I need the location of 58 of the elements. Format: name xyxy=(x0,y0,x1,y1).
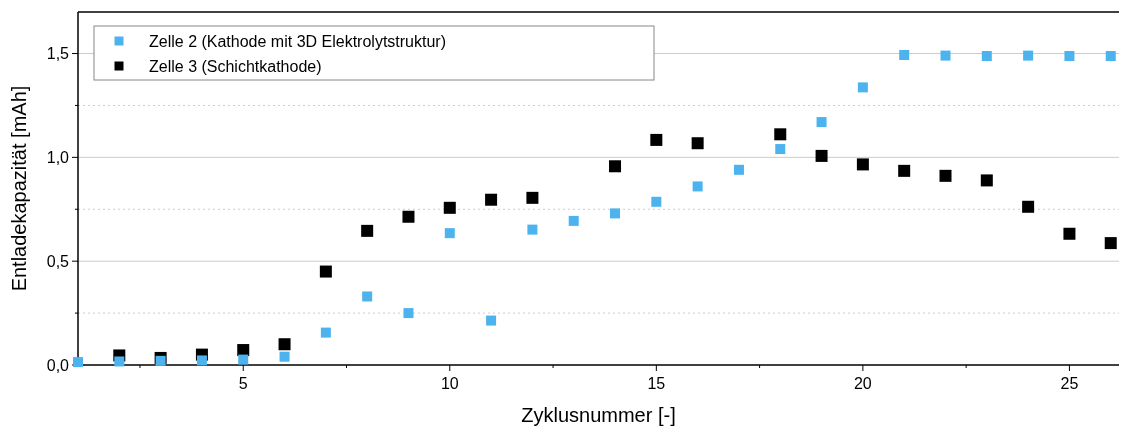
point xyxy=(980,174,993,187)
point xyxy=(733,164,744,175)
point xyxy=(775,144,786,155)
y-tick-label: 0,5 xyxy=(46,252,70,270)
point xyxy=(651,196,662,207)
point xyxy=(114,356,125,367)
point xyxy=(444,228,455,239)
point xyxy=(278,338,291,351)
point xyxy=(692,181,703,192)
y-tick-label: 0,0 xyxy=(46,356,70,374)
point xyxy=(898,164,911,177)
point xyxy=(691,137,704,150)
point xyxy=(1104,237,1117,250)
point xyxy=(568,215,579,226)
x-axis-title: Zyklusnummer [-] xyxy=(521,404,676,426)
point xyxy=(609,160,622,173)
y-tick-label: 1,5 xyxy=(46,45,70,63)
legend-label: Zelle 2 (Kathode mit 3D Elektrolytstruktur) xyxy=(149,32,446,50)
point xyxy=(857,82,868,93)
y-tick-label: 1,0 xyxy=(46,148,70,166)
point xyxy=(610,208,621,219)
point xyxy=(981,51,992,62)
point xyxy=(403,308,414,319)
point xyxy=(1023,50,1034,61)
y-axis-title: Entladekapazität [mAh] xyxy=(8,85,30,292)
point xyxy=(856,158,869,171)
point xyxy=(279,351,290,362)
point xyxy=(155,355,166,366)
point xyxy=(361,224,374,237)
point xyxy=(815,149,828,162)
point xyxy=(526,191,539,204)
point xyxy=(320,327,331,338)
point xyxy=(1064,51,1075,62)
point xyxy=(527,224,538,235)
point xyxy=(237,344,250,357)
x-tick-label: 5 xyxy=(238,375,248,392)
point xyxy=(940,50,951,61)
point xyxy=(1022,200,1035,213)
point xyxy=(319,265,332,278)
point xyxy=(899,49,910,60)
x-tick-label: 10 xyxy=(440,375,459,392)
point xyxy=(402,210,415,223)
point xyxy=(238,354,249,365)
point xyxy=(196,355,207,366)
point xyxy=(939,169,952,182)
x-tick-label: 25 xyxy=(1060,375,1079,392)
point xyxy=(443,201,456,214)
point xyxy=(362,291,373,302)
point xyxy=(1063,227,1076,240)
x-tick-label: 15 xyxy=(647,375,666,392)
point xyxy=(816,117,827,128)
x-tick-label: 20 xyxy=(853,375,872,392)
legend-label: Zelle 3 (Schichtkathode) xyxy=(149,57,322,75)
point xyxy=(1105,51,1116,62)
point xyxy=(485,193,498,206)
point xyxy=(650,133,663,146)
point xyxy=(486,315,497,326)
point xyxy=(774,128,787,141)
